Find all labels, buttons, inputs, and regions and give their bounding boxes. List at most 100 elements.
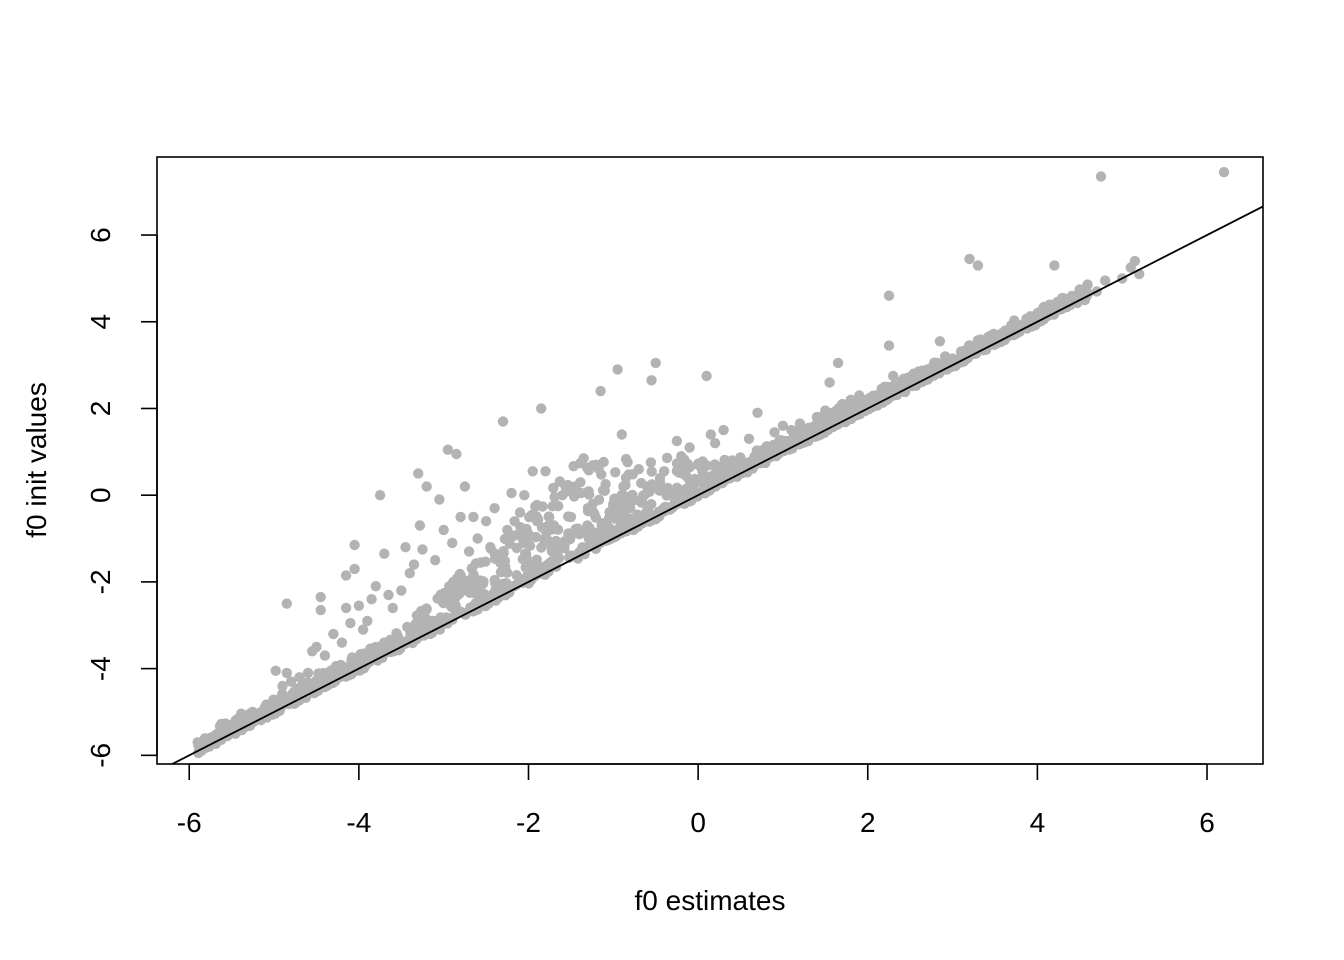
data-point xyxy=(480,516,492,527)
data-point xyxy=(455,511,466,523)
data-point xyxy=(520,548,532,560)
data-point xyxy=(414,520,426,531)
y-tick-label: -4 xyxy=(85,656,116,681)
data-point xyxy=(432,593,443,604)
data-point xyxy=(622,457,633,468)
data-point xyxy=(777,420,789,431)
data-point xyxy=(370,581,381,592)
data-point xyxy=(619,490,630,502)
data-point xyxy=(718,424,729,436)
data-point xyxy=(565,511,577,523)
data-point xyxy=(497,416,509,427)
data-point xyxy=(604,507,615,518)
data-point xyxy=(905,375,916,386)
x-axis: -6 -4 -2 0 2 4 6 xyxy=(177,763,1215,838)
data-point xyxy=(596,469,607,480)
data-point xyxy=(536,403,547,414)
data-point xyxy=(646,375,657,386)
data-point xyxy=(502,524,513,536)
data-point xyxy=(531,516,543,527)
data-point xyxy=(374,490,386,501)
x-tick-label: 2 xyxy=(860,807,876,838)
data-point xyxy=(411,610,423,621)
data-point xyxy=(628,494,640,506)
data-point xyxy=(871,390,882,401)
data-point xyxy=(552,545,564,557)
data-point xyxy=(752,407,763,418)
data-point xyxy=(676,451,687,462)
data-point xyxy=(569,491,580,502)
y-tick-label: 2 xyxy=(85,401,116,417)
data-point xyxy=(192,737,203,748)
data-point xyxy=(803,422,814,434)
y-axis: -6 -4 -2 0 2 4 6 xyxy=(85,227,158,768)
data-point xyxy=(862,394,873,405)
y-tick-label: -6 xyxy=(85,743,116,768)
data-point xyxy=(281,598,292,609)
data-point xyxy=(760,442,772,453)
y-tick-label: 4 xyxy=(85,314,116,330)
data-point xyxy=(442,444,454,455)
data-point xyxy=(583,486,594,497)
data-point xyxy=(485,542,496,553)
data-point xyxy=(383,589,394,601)
data-point xyxy=(451,448,462,460)
data-point xyxy=(828,407,839,418)
data-point xyxy=(845,394,856,405)
data-point xyxy=(569,481,581,492)
data-point xyxy=(701,370,712,382)
data-point xyxy=(590,527,602,538)
data-point xyxy=(574,529,585,540)
data-point xyxy=(620,472,632,483)
data-point xyxy=(319,650,331,661)
data-point xyxy=(548,520,560,531)
data-point xyxy=(646,466,657,477)
data-point xyxy=(684,462,695,473)
data-point xyxy=(421,481,432,492)
data-point xyxy=(328,628,339,640)
data-point xyxy=(595,385,606,397)
data-point xyxy=(340,602,352,614)
data-point xyxy=(645,457,657,468)
data-point xyxy=(515,522,526,533)
data-point xyxy=(470,558,482,569)
data-point xyxy=(618,481,629,492)
data-point xyxy=(947,353,958,364)
data-point xyxy=(1129,255,1141,267)
data-point xyxy=(315,591,326,603)
data-point xyxy=(498,547,509,559)
x-tick-label: 4 xyxy=(1030,807,1046,838)
data-point xyxy=(353,600,365,611)
data-point xyxy=(472,533,483,544)
data-point xyxy=(536,542,547,553)
data-point xyxy=(599,485,610,496)
data-point xyxy=(349,539,360,551)
data-point xyxy=(832,357,844,369)
data-point xyxy=(1100,275,1111,286)
data-point xyxy=(1082,279,1093,290)
data-point xyxy=(404,568,415,579)
data-point xyxy=(921,366,933,377)
data-point xyxy=(896,377,907,388)
data-point xyxy=(333,662,344,674)
data-point xyxy=(633,464,644,475)
data-point xyxy=(700,477,712,489)
data-point xyxy=(667,490,678,501)
data-point xyxy=(489,574,500,586)
data-point xyxy=(550,535,562,547)
data-point xyxy=(473,580,484,592)
data-point xyxy=(548,482,559,494)
data-point xyxy=(1049,299,1060,310)
x-tick-label: -4 xyxy=(346,807,371,838)
data-point xyxy=(705,429,716,440)
data-point xyxy=(499,556,510,567)
data-point xyxy=(531,499,543,511)
data-point xyxy=(650,357,661,369)
data-point xyxy=(349,563,360,575)
data-point xyxy=(854,390,865,401)
reference-line-group xyxy=(170,205,1263,764)
data-point xyxy=(795,432,806,443)
data-point xyxy=(531,554,542,565)
data-point xyxy=(479,592,490,603)
